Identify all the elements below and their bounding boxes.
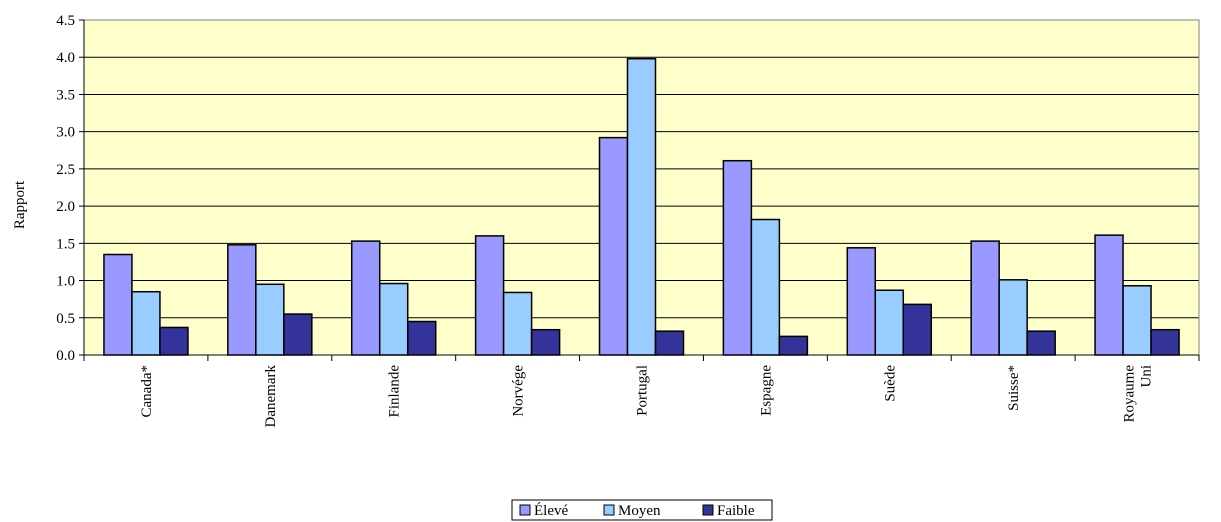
y-tick-label: 3.5 [56,87,75,103]
bar--lev--0 [103,253,133,356]
legend-swatch [519,504,531,516]
legend-label: Moyen [618,503,661,519]
y-tick-label: 2.5 [56,162,75,178]
bar--lev--2 [350,240,381,356]
y-tick-label: 2.0 [56,199,75,215]
bar--lev--5 [722,159,753,356]
bar-faible-7 [1026,330,1056,356]
y-tick-label: 1.5 [56,236,75,252]
y-axis: 0.0 0.5 1.0 1.5 2.0 2.5 3.0 3.5 4.0 4.5 [56,13,85,364]
x-tick-label: Suède [882,365,898,402]
plot-area [83,19,1200,356]
bar--lev--8 [1094,234,1124,356]
legend: Élevé Moyen Faible [511,499,773,521]
bar-moyen-2 [378,282,409,356]
y-tick-label: 4.5 [56,13,75,29]
bar--lev--3 [474,235,505,356]
bar-moyen-4 [626,57,657,356]
bar-moyen-5 [750,218,781,356]
x-tick-label: Portugal [635,365,651,416]
bar-faible-2 [406,320,437,356]
y-tick-label: 1.0 [56,274,75,290]
bar-moyen-0 [131,290,161,356]
x-tick-label: Danemark [263,365,279,428]
bar-faible-0 [159,326,189,356]
x-tick-label: Norvége [511,365,527,417]
x-tick-label: Suisse* [1006,365,1022,411]
legend-swatch [702,504,714,516]
y-tick-label: 3.0 [56,125,75,141]
y-axis-label: Rapport [12,180,28,229]
bar-faible-3 [530,328,561,356]
bar--lev--6 [846,247,877,356]
x-tick-label: RoyaumeUni [1122,365,1155,423]
x-tick-label: Canada* [139,365,155,417]
x-axis: Canada* Danemark Finlande Norvége Portugal Es… [83,354,1200,428]
y-tick-label: 0.0 [56,348,75,364]
bar--lev--4 [598,136,629,356]
bar-faible-5 [778,335,809,356]
bar-moyen-6 [874,289,905,356]
bar-faible-1 [283,313,313,356]
legend-label: Élevé [534,502,568,519]
bar-faible-8 [1150,328,1180,356]
bar-moyen-7 [998,279,1028,356]
x-tick-label: Finlande [387,365,403,418]
bar-moyen-8 [1122,285,1152,356]
bar--lev--7 [970,240,1000,356]
x-tick-label: Espagne [758,365,774,416]
bar-moyen-1 [255,283,285,356]
bar--lev--1 [227,244,257,356]
y-tick-label: 0.5 [56,311,75,327]
y-tick-label: 4.0 [56,50,75,66]
bar-faible-6 [902,303,933,356]
bar-moyen-3 [502,291,533,356]
legend-label: Faible [717,503,755,519]
bar-faible-4 [654,330,685,356]
legend-swatch [603,504,615,516]
